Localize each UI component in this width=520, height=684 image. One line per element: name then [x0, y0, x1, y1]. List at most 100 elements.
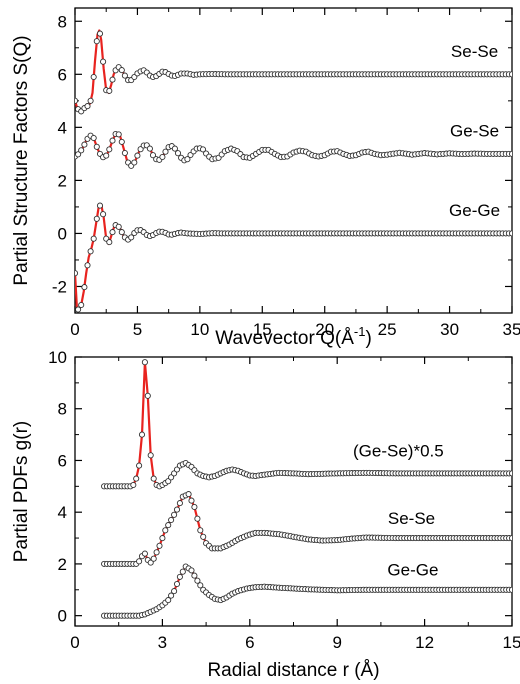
data-point — [109, 76, 116, 83]
data-point — [75, 97, 79, 104]
series-label: Ge-Ge — [387, 561, 438, 580]
data-point — [141, 550, 148, 557]
data-point — [96, 202, 104, 209]
data-point — [162, 527, 169, 534]
plot-area — [75, 29, 512, 313]
data-point — [194, 515, 201, 522]
data-point — [78, 147, 85, 154]
y-tick-label: 4 — [58, 503, 67, 522]
data-point — [168, 474, 175, 481]
data-point — [165, 522, 172, 529]
data-point — [171, 145, 178, 152]
data-point — [168, 592, 175, 599]
series-Ge-Ge — [75, 202, 512, 313]
y-tick-label: 6 — [58, 65, 67, 84]
x-tick-label: 15 — [253, 320, 272, 339]
data-point — [121, 149, 128, 157]
data-point — [106, 146, 113, 153]
data-point — [90, 73, 97, 81]
data-point — [156, 542, 163, 549]
series-label: Se-Se — [388, 509, 435, 528]
data-point — [106, 87, 113, 94]
series-label: (Ge-Se)*0.5 — [353, 442, 444, 461]
data-point — [508, 535, 512, 542]
data-point — [84, 262, 91, 269]
series-(Ge-Se)*0.5 — [101, 359, 512, 490]
data-point — [165, 478, 172, 485]
data-point — [84, 103, 91, 110]
y-axis-title: Partial PDFs g(r) — [11, 421, 32, 562]
data-point — [103, 152, 110, 159]
data-point — [179, 568, 186, 575]
data-point — [118, 67, 125, 74]
data-point — [174, 150, 182, 157]
y-tick-label: 0 — [58, 607, 67, 626]
data-point — [176, 500, 183, 507]
data-point — [115, 223, 122, 230]
data-point — [194, 577, 201, 584]
data-point — [90, 134, 97, 142]
data-point — [93, 143, 100, 150]
x-axis-title: Radial distance r (Å) — [207, 660, 379, 681]
x-tick-label: 5 — [133, 320, 142, 339]
data-point — [150, 555, 157, 562]
x-tick-label: 10 — [190, 320, 209, 339]
data-point — [75, 306, 82, 313]
data-point — [96, 30, 104, 37]
plot-area — [101, 359, 512, 619]
series-label: Ge-Ge — [449, 201, 500, 220]
x-tick-label: 0 — [70, 320, 79, 339]
fit-curve — [75, 203, 512, 312]
data-point — [147, 559, 154, 566]
data-point — [121, 72, 128, 79]
data-point — [106, 239, 113, 246]
x-tick-label: 30 — [440, 320, 459, 339]
data-point — [150, 475, 157, 482]
data-point — [81, 284, 88, 291]
y-tick-label: 4 — [58, 118, 67, 137]
data-point — [128, 234, 135, 241]
data-point — [144, 392, 151, 399]
y-tick-label: 8 — [58, 400, 67, 419]
data-point — [75, 270, 79, 277]
data-point — [162, 148, 169, 155]
data-point — [173, 466, 181, 473]
data-point — [75, 151, 82, 158]
data-point — [115, 131, 122, 138]
data-point — [93, 215, 100, 222]
data-point — [197, 527, 204, 534]
x-tick-label: 3 — [158, 633, 167, 652]
data-point — [109, 229, 116, 236]
y-tick-label: 10 — [48, 348, 67, 367]
panel-structure-factors: 0 5 10 15 20 25 30 35 -2 0 2 4 6 8 Wavevector Q(Å-1) Pa… — [11, 7, 520, 349]
x-tick-label: 20 — [315, 320, 334, 339]
data-point — [130, 481, 137, 489]
data-point — [149, 152, 157, 159]
data-point — [508, 230, 512, 237]
plot-frame — [74, 7, 513, 314]
data-point — [171, 588, 178, 595]
data-point — [508, 150, 512, 157]
data-point — [87, 248, 94, 255]
fit-curve — [104, 361, 512, 488]
data-point — [146, 145, 153, 152]
data-point — [90, 235, 97, 242]
y-axis-title: Partial Structure Factors S(Q) — [11, 35, 32, 285]
x-axis-title: Wavevector Q(Å-1) — [215, 324, 372, 349]
data-point — [176, 573, 183, 580]
series-Ge-Se — [75, 130, 512, 169]
data-point — [185, 491, 192, 498]
y-tick-label: 8 — [58, 12, 67, 31]
data-point — [159, 153, 166, 161]
data-point — [188, 567, 195, 574]
data-point — [134, 152, 141, 159]
data-point — [188, 497, 195, 504]
data-point — [200, 533, 207, 540]
x-tick-label: 6 — [245, 633, 254, 652]
data-point — [81, 141, 88, 148]
y-tick-label: 6 — [58, 451, 67, 470]
data-point — [197, 582, 204, 589]
data-point — [168, 516, 175, 524]
data-point — [199, 146, 207, 153]
